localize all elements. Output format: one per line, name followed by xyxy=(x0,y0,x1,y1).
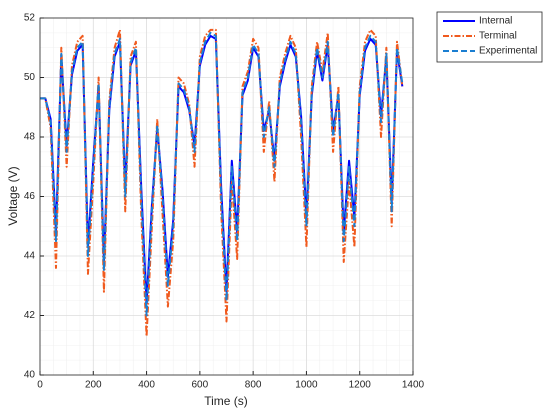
y-tick-label: 50 xyxy=(24,72,36,83)
x-tick-label: 600 xyxy=(192,380,209,391)
y-axis-label: Voltage (V) xyxy=(6,166,20,225)
y-tick-label: 46 xyxy=(24,191,36,202)
x-tick-label: 200 xyxy=(85,380,102,391)
legend-label: Terminal xyxy=(479,31,517,42)
y-tick-label: 40 xyxy=(24,370,36,381)
legend-label: Internal xyxy=(479,16,512,27)
line-series xyxy=(40,31,404,317)
legend-label: Experimental xyxy=(479,46,537,57)
x-tick-label: 0 xyxy=(37,380,43,391)
y-tick-label: 42 xyxy=(24,310,36,321)
y-tick-label: 44 xyxy=(24,251,36,262)
x-tick-label: 1200 xyxy=(349,380,372,391)
x-axis-label: Time (s) xyxy=(204,394,248,408)
x-tick-label: 1000 xyxy=(295,380,318,391)
plot-frame xyxy=(39,17,414,376)
x-tick-label: 1400 xyxy=(402,380,425,391)
x-tick-label: 800 xyxy=(245,380,262,391)
y-tick-label: 48 xyxy=(24,132,36,143)
x-tick-label: 400 xyxy=(138,380,155,391)
y-tick-label: 52 xyxy=(24,13,36,24)
